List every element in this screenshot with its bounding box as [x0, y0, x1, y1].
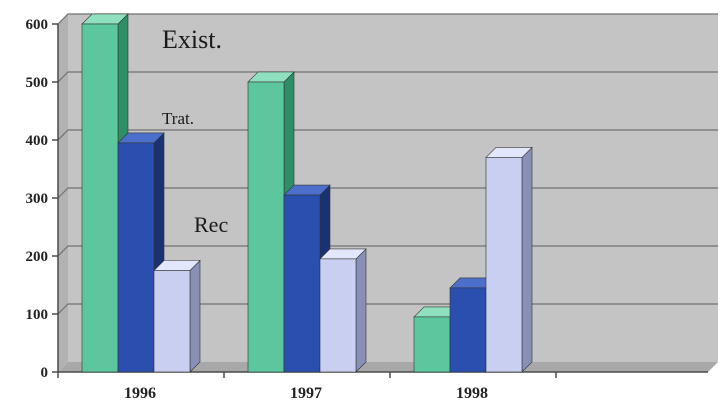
bar-rec-1997 — [319, 248, 367, 373]
bar-front — [449, 287, 487, 373]
bar-rec-1998 — [485, 146, 533, 373]
bar-front — [283, 194, 321, 373]
series-label-trat: Trat. — [162, 109, 194, 128]
x-category-label: 1998 — [456, 385, 488, 402]
bar-front — [81, 23, 119, 373]
bar-front — [247, 81, 285, 373]
bar-rec-1996 — [153, 259, 201, 373]
series-label-rec: Rec — [194, 212, 228, 237]
y-tick-label: 200 — [26, 249, 49, 265]
bar-front — [413, 316, 451, 373]
bars — [81, 13, 533, 373]
y-tick-label: 300 — [26, 191, 49, 207]
bar-front — [117, 142, 155, 373]
bar-exist-1997 — [247, 71, 295, 373]
bar-front — [319, 258, 357, 373]
bar-side — [521, 146, 533, 373]
x-category-label: 1997 — [290, 385, 322, 402]
series-label-exist: Exist. — [162, 25, 222, 54]
floor — [58, 362, 718, 372]
gridline — [57, 129, 718, 141]
y-tick-label: 0 — [41, 365, 49, 381]
y-tick-label: 500 — [26, 75, 49, 91]
y-tick-label: 100 — [26, 307, 49, 323]
x-category-label: 1996 — [124, 385, 156, 402]
gridline — [57, 71, 718, 83]
labels: 0 100 200 300 400 500 600 1996 1997 1998 Exist. Tra… — [26, 17, 489, 402]
gridlines — [57, 13, 718, 315]
y-tick-label: 400 — [26, 133, 49, 149]
bar-side — [355, 248, 367, 373]
bar-front — [485, 157, 523, 373]
bar-front — [153, 270, 191, 373]
bar-side — [189, 259, 201, 373]
gridline — [57, 13, 718, 25]
y-tick-label: 600 — [26, 17, 49, 33]
